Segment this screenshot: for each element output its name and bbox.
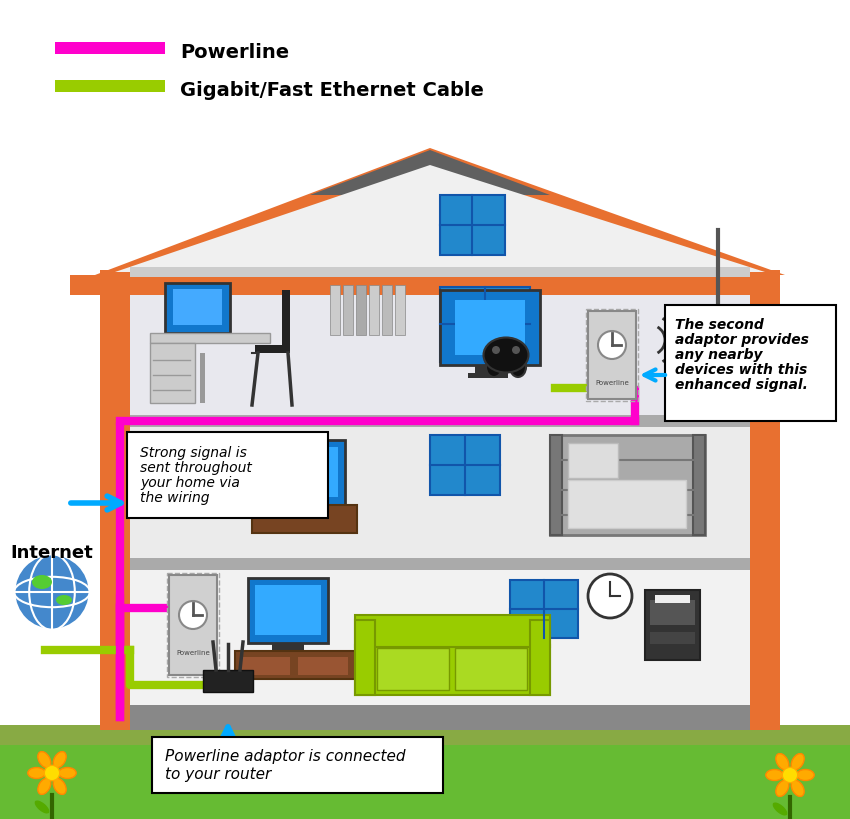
Text: Powerline: Powerline	[176, 650, 210, 656]
Polygon shape	[173, 289, 222, 325]
Circle shape	[14, 554, 90, 630]
Polygon shape	[440, 287, 530, 362]
Polygon shape	[0, 725, 850, 745]
Polygon shape	[100, 295, 130, 730]
Polygon shape	[248, 578, 328, 643]
Ellipse shape	[766, 770, 784, 781]
Text: enhanced signal.: enhanced signal.	[675, 378, 807, 392]
Polygon shape	[255, 345, 290, 353]
Text: Gigabit/Fast Ethernet Cable: Gigabit/Fast Ethernet Cable	[180, 80, 484, 99]
Text: your home via: your home via	[140, 476, 240, 490]
Ellipse shape	[510, 357, 526, 377]
Polygon shape	[356, 285, 366, 335]
Polygon shape	[355, 615, 550, 647]
Text: devices with this: devices with this	[675, 363, 807, 377]
Ellipse shape	[35, 800, 49, 813]
Text: adaptor provides: adaptor provides	[675, 333, 809, 347]
Ellipse shape	[773, 803, 787, 816]
Polygon shape	[240, 657, 290, 675]
Polygon shape	[355, 645, 550, 695]
Polygon shape	[343, 285, 353, 335]
Polygon shape	[440, 195, 505, 255]
Polygon shape	[272, 643, 304, 651]
Circle shape	[782, 767, 797, 783]
Polygon shape	[130, 427, 750, 558]
Ellipse shape	[791, 753, 804, 770]
Circle shape	[588, 574, 632, 618]
Text: to your router: to your router	[165, 767, 271, 782]
Polygon shape	[298, 657, 348, 675]
Polygon shape	[330, 285, 340, 335]
Ellipse shape	[791, 781, 804, 796]
Polygon shape	[265, 440, 345, 505]
Polygon shape	[272, 447, 338, 497]
Polygon shape	[130, 717, 750, 730]
Ellipse shape	[59, 767, 76, 779]
Polygon shape	[510, 580, 578, 638]
Ellipse shape	[486, 357, 502, 377]
Ellipse shape	[37, 778, 51, 794]
Polygon shape	[70, 275, 130, 295]
Ellipse shape	[56, 595, 72, 605]
Polygon shape	[130, 295, 750, 415]
Polygon shape	[203, 670, 253, 692]
Polygon shape	[650, 632, 695, 644]
Polygon shape	[568, 443, 618, 478]
FancyBboxPatch shape	[665, 305, 836, 421]
Polygon shape	[377, 648, 449, 690]
Polygon shape	[165, 283, 230, 333]
Ellipse shape	[776, 781, 789, 796]
Circle shape	[179, 601, 207, 629]
Polygon shape	[55, 42, 165, 54]
Circle shape	[598, 331, 626, 359]
FancyBboxPatch shape	[152, 737, 443, 793]
Polygon shape	[468, 373, 508, 378]
FancyBboxPatch shape	[127, 432, 328, 518]
Ellipse shape	[28, 767, 45, 779]
Polygon shape	[530, 620, 550, 695]
Polygon shape	[255, 585, 321, 635]
Ellipse shape	[54, 752, 66, 767]
Polygon shape	[0, 730, 850, 819]
Polygon shape	[95, 148, 785, 275]
Polygon shape	[200, 353, 205, 403]
Circle shape	[512, 346, 520, 354]
Polygon shape	[550, 435, 562, 535]
Polygon shape	[130, 267, 750, 277]
Polygon shape	[430, 435, 500, 495]
Polygon shape	[369, 285, 379, 335]
Text: Powerline adaptor is connected: Powerline adaptor is connected	[165, 749, 405, 764]
Ellipse shape	[796, 770, 814, 781]
Polygon shape	[655, 595, 690, 603]
Polygon shape	[130, 705, 750, 717]
Polygon shape	[252, 505, 357, 533]
Ellipse shape	[776, 753, 789, 770]
Text: The second: The second	[675, 318, 764, 332]
Ellipse shape	[37, 752, 51, 767]
Text: Strong signal is: Strong signal is	[140, 446, 246, 460]
Polygon shape	[188, 333, 206, 339]
Polygon shape	[150, 333, 270, 343]
Polygon shape	[395, 285, 405, 335]
Polygon shape	[169, 575, 217, 675]
Polygon shape	[130, 558, 750, 570]
Polygon shape	[750, 295, 780, 730]
Polygon shape	[282, 290, 290, 350]
Polygon shape	[693, 435, 705, 535]
Text: sent throughout: sent throughout	[140, 461, 252, 475]
Polygon shape	[235, 651, 355, 679]
Polygon shape	[382, 285, 392, 335]
Polygon shape	[588, 311, 636, 399]
Polygon shape	[130, 570, 750, 705]
Polygon shape	[310, 150, 550, 195]
Polygon shape	[55, 80, 165, 92]
Ellipse shape	[32, 575, 52, 589]
Circle shape	[44, 765, 60, 781]
Circle shape	[492, 346, 500, 354]
Polygon shape	[650, 600, 695, 625]
Polygon shape	[455, 300, 525, 355]
Polygon shape	[440, 290, 540, 365]
Polygon shape	[100, 270, 780, 730]
Text: Internet: Internet	[10, 544, 93, 562]
